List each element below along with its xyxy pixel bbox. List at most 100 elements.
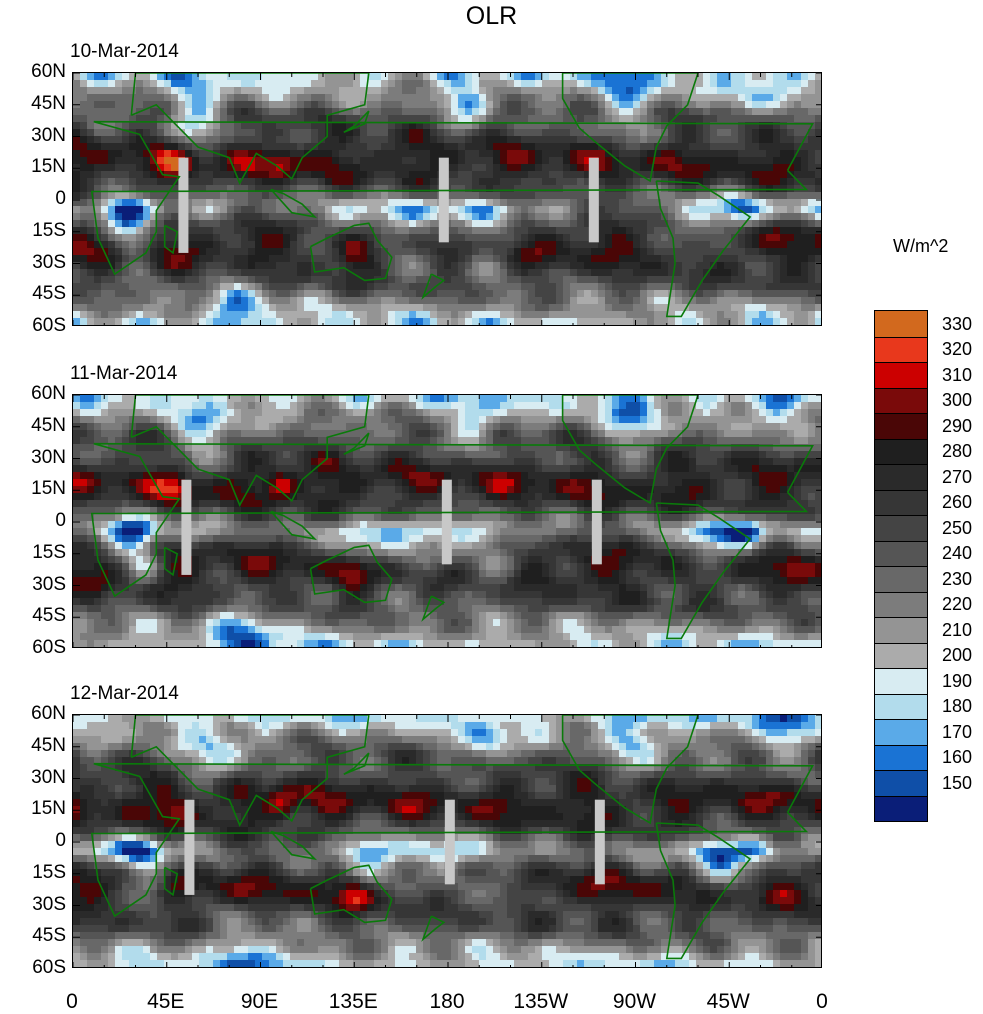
panel-1-date: 10-Mar-2014: [70, 41, 179, 62]
coastline: [130, 73, 370, 185]
colorbar-label: 200: [942, 645, 973, 665]
lon-label: 135W: [513, 990, 569, 1013]
colorbar-label: 300: [942, 390, 973, 410]
colorbar-swatch: [875, 464, 927, 490]
coastline: [309, 864, 393, 924]
coastline: [561, 73, 699, 183]
colorbar-swatch: [875, 311, 927, 337]
coastline: [561, 395, 699, 505]
colorbar-swatch: [875, 566, 927, 592]
lat-label: 45N: [31, 734, 66, 756]
lat-label: 15S: [32, 861, 66, 883]
coastline: [90, 762, 814, 918]
coastline: [655, 822, 752, 960]
lat-label: 30N: [31, 766, 66, 788]
colorbar-label: 270: [942, 466, 973, 487]
coastline: [163, 546, 179, 577]
lat-label: 15N: [31, 156, 66, 178]
coastline: [343, 432, 370, 456]
colorbar-label: 240: [942, 543, 973, 563]
coastline: [421, 595, 446, 622]
coastline: [270, 830, 318, 861]
colorbar-swatch: [875, 642, 927, 668]
colorbar-label: 150: [942, 772, 973, 793]
missing-data-strip: [594, 799, 605, 885]
lat-label: 60S: [32, 957, 66, 978]
coastline: [655, 502, 752, 640]
lon-label: 180: [429, 990, 465, 1013]
lat-label: 45N: [31, 414, 66, 436]
map-panel-3: [72, 714, 822, 968]
lat-label: 15S: [32, 219, 66, 241]
lat-label: 15N: [31, 478, 66, 500]
lon-label: 45W: [706, 990, 750, 1013]
colorbar-swatch: [875, 413, 927, 439]
colorbar-swatch: [875, 438, 927, 464]
coastline: [163, 224, 179, 255]
coastline: [655, 180, 752, 318]
colorbar-label: 170: [942, 721, 973, 742]
coastline: [90, 120, 814, 276]
coastline: [270, 510, 318, 541]
colorbar-swatch: [875, 617, 927, 643]
lon-label: 90E: [240, 990, 279, 1013]
lat-label: 60N: [31, 703, 66, 724]
lon-label: 0: [816, 990, 828, 1013]
coastline: [343, 752, 370, 776]
colorbar-label: 160: [942, 747, 973, 767]
missing-data-strip: [184, 799, 195, 895]
olr-field-2: [73, 395, 821, 647]
colorbar-label: 190: [942, 670, 973, 691]
colorbar-label: 280: [942, 441, 973, 461]
colorbar-swatch: [875, 693, 927, 719]
lat-label: 0: [55, 830, 66, 851]
lat-label: 60S: [32, 637, 66, 658]
coastline: [343, 110, 370, 134]
panel-3-date: 12-Mar-2014: [70, 683, 179, 704]
missing-data-strip: [444, 799, 455, 885]
colorbar-label: 260: [942, 492, 973, 512]
coastline: [90, 442, 814, 598]
colorbar: [874, 310, 928, 822]
lon-label: 45E: [147, 990, 185, 1013]
missing-data-strip: [438, 157, 449, 243]
missing-data-strip: [588, 157, 599, 243]
colorbar-label: 310: [942, 364, 973, 385]
colorbar-units: W/m^2: [893, 236, 949, 256]
lat-label: 0: [55, 188, 66, 209]
colorbar-label: 180: [942, 696, 973, 716]
coastline: [421, 915, 446, 942]
lat-label: 60N: [31, 383, 66, 404]
colorbar-swatch: [875, 719, 927, 745]
coastline: [163, 866, 179, 897]
colorbar-swatch: [875, 744, 927, 770]
lat-label: 45S: [32, 605, 66, 627]
coastline: [309, 222, 393, 282]
lat-label: 30N: [31, 124, 66, 146]
coastline: [421, 273, 446, 300]
figure-title: OLR: [465, 2, 518, 30]
lat-label: 30S: [32, 251, 66, 273]
colorbar-swatch: [875, 387, 927, 413]
coastline: [270, 188, 318, 219]
missing-data-strip: [591, 479, 602, 565]
olr-field-3: [73, 715, 821, 967]
lon-label: 90W: [612, 990, 657, 1013]
coastline: [309, 544, 393, 604]
colorbar-swatch: [875, 336, 927, 362]
colorbar-label: 250: [942, 517, 973, 538]
lat-label: 30N: [31, 446, 66, 468]
missing-data-strip: [178, 157, 189, 253]
colorbar-label: 230: [942, 568, 973, 589]
colorbar-label: 330: [942, 313, 973, 334]
lat-label: 30S: [32, 893, 66, 915]
olr-field-1: [73, 73, 821, 325]
colorbar-swatch: [875, 591, 927, 617]
lat-label: 60S: [32, 315, 66, 336]
missing-data-strip: [181, 479, 192, 575]
lat-label: 45S: [32, 283, 66, 305]
colorbar-swatch: [875, 795, 927, 821]
missing-data-strip: [441, 479, 452, 565]
map-panel-1: [72, 72, 822, 326]
coastline: [561, 715, 699, 825]
